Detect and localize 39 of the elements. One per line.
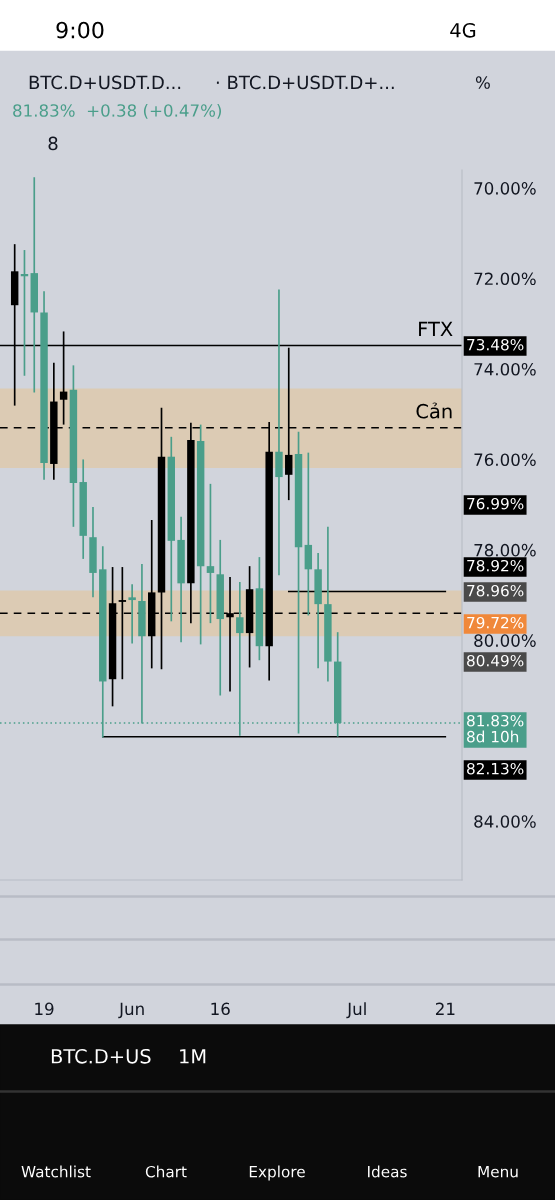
ref-line-label: Cản [416, 402, 452, 419]
chart-title: BTC.D+USDT.D... [29, 75, 181, 90]
text: 8 [48, 136, 58, 151]
text: 9:00 [56, 21, 104, 39]
text: 4G [450, 22, 476, 38]
y-tick-label: 80.00% [474, 634, 536, 647]
text: 1M [180, 1049, 206, 1064]
y-tick-label: 74.00% [474, 362, 536, 376]
y-tick-label: 84.00% [474, 815, 536, 828]
candlestick [128, 583, 136, 645]
y-tick-label: 70.00% [474, 182, 536, 195]
x-tick-label: 19 [35, 1002, 54, 1016]
text: Ideas [368, 1165, 407, 1178]
text: 82.13% [467, 762, 524, 775]
x-tick-label: 21 [435, 1002, 455, 1015]
text: BTC.D+US [51, 1048, 151, 1064]
x-tick-label: Jul [346, 1002, 366, 1019]
text: 81.83% +0.38 (+0.47%) [13, 103, 221, 119]
text: Watchlist [21, 1165, 91, 1178]
x-tick-label: Jun [118, 1002, 144, 1019]
candlestick [206, 483, 215, 624]
x-tick-label: 16 [211, 1002, 230, 1016]
text: % [475, 76, 490, 89]
text: 81.83% 8d 10h [467, 714, 524, 743]
text: Menu [478, 1166, 518, 1178]
ref-line-label: FTX [419, 321, 453, 336]
text: 73.48% [467, 338, 524, 351]
text: Chart [145, 1165, 187, 1178]
text: 80.49% [467, 654, 524, 667]
text: 79.72% [467, 616, 524, 629]
y-tick-label: 72.00% [474, 272, 536, 286]
candlestick [275, 288, 283, 577]
text: 76.99% [467, 497, 524, 510]
y-tick-label: 78.00% [474, 543, 536, 557]
text: Explore [249, 1165, 305, 1181]
y-tick-label: 76.00% [474, 453, 536, 466]
text: 78.92% [467, 559, 524, 572]
chart-subtitle: · BTC.D+USDT.D+... [216, 75, 394, 90]
text: 78.96% [467, 584, 524, 597]
